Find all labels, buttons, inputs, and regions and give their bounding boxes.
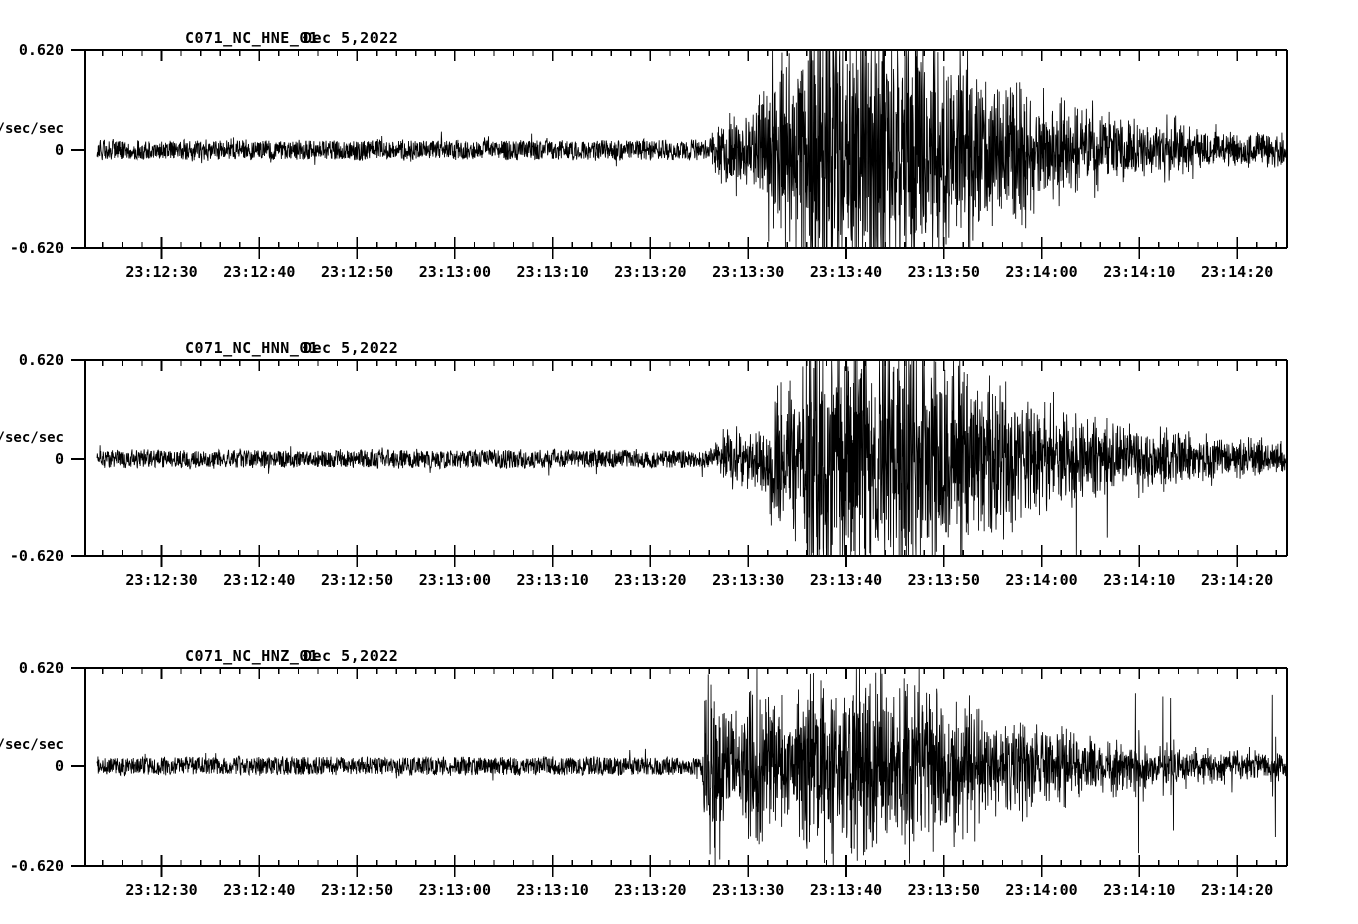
y-axis-unit-label: cm/sec/sec bbox=[0, 430, 64, 446]
y-tick-label: 0 bbox=[55, 450, 64, 468]
x-tick-label: 23:13:10 bbox=[517, 571, 589, 589]
x-tick-label: 23:13:30 bbox=[712, 571, 784, 589]
y-axis-ticks: 0.620 0 -0.620 cm/sec/sec bbox=[0, 659, 85, 875]
axis-frame bbox=[84, 49, 1288, 249]
panel-date-hne: Dec 5,2022 bbox=[303, 29, 398, 47]
x-tick-label: 23:13:00 bbox=[419, 571, 491, 589]
x-tick-label: 23:14:00 bbox=[1005, 881, 1077, 899]
x-tick-label: 23:12:50 bbox=[321, 263, 393, 281]
minor-ticks bbox=[102, 668, 1277, 866]
x-tick-label: 23:13:10 bbox=[517, 263, 589, 281]
x-tick-label: 23:13:50 bbox=[908, 263, 980, 281]
y-tick-label: 0 bbox=[55, 141, 64, 159]
x-tick-label: 23:13:00 bbox=[419, 263, 491, 281]
x-tick-label: 23:13:40 bbox=[810, 881, 882, 899]
x-tick-label: 23:14:10 bbox=[1103, 571, 1175, 589]
panel-title-hne: C071_NC_HNE_01 bbox=[185, 29, 318, 47]
x-tick-label: 23:13:50 bbox=[908, 881, 980, 899]
y-axis-ticks: 0.620 0 -0.620 cm/sec/sec bbox=[0, 41, 85, 257]
seismogram-panel-hnz: 23:12:30 23:12:40 23:12:50 23:13:00 23:13:10… bbox=[0, 636, 1358, 908]
minor-ticks bbox=[102, 360, 1277, 556]
minor-ticks bbox=[102, 50, 1277, 248]
x-tick-label: 23:13:30 bbox=[712, 881, 784, 899]
x-tick-label: 23:13:10 bbox=[517, 881, 589, 899]
panel-date-hnz: Dec 5,2022 bbox=[303, 647, 398, 665]
x-tick-label: 23:12:30 bbox=[125, 571, 197, 589]
seismogram-panel-hnn: 23:12:30 23:12:40 23:12:50 23:13:00 23:13:10… bbox=[0, 328, 1358, 598]
seismogram-panel-hne: 23:12:30 23:12:40 23:12:50 23:13:00 23:13:10… bbox=[0, 18, 1358, 290]
x-tick-label: 23:13:50 bbox=[908, 571, 980, 589]
x-tick-label: 23:14:20 bbox=[1201, 263, 1273, 281]
major-ticks: 23:12:30 23:12:40 23:12:50 23:13:00 23:13:10… bbox=[125, 50, 1273, 281]
y-tick-label: 0.620 bbox=[19, 351, 64, 369]
y-tick-label: -0.620 bbox=[10, 239, 64, 257]
y-axis-unit-label: cm/sec/sec bbox=[0, 737, 64, 753]
x-tick-label: 23:12:30 bbox=[125, 881, 197, 899]
y-tick-label: 0.620 bbox=[19, 659, 64, 677]
y-tick-label: 0.620 bbox=[19, 41, 64, 59]
waveform-trace-hnz bbox=[96, 667, 1287, 867]
x-tick-label: 23:12:50 bbox=[321, 881, 393, 899]
x-tick-label: 23:13:30 bbox=[712, 263, 784, 281]
x-tick-label: 23:14:10 bbox=[1103, 881, 1175, 899]
y-tick-label: -0.620 bbox=[10, 857, 64, 875]
axis-frame bbox=[84, 667, 1288, 867]
x-tick-label: 23:12:40 bbox=[223, 571, 295, 589]
x-tick-label: 23:14:00 bbox=[1005, 571, 1077, 589]
x-tick-label: 23:13:20 bbox=[614, 263, 686, 281]
x-tick-label: 23:14:00 bbox=[1005, 263, 1077, 281]
y-tick-label: -0.620 bbox=[10, 547, 64, 565]
x-tick-label: 23:14:20 bbox=[1201, 881, 1273, 899]
y-tick-label: 0 bbox=[55, 757, 64, 775]
panel-date-hnn: Dec 5,2022 bbox=[303, 339, 398, 357]
waveform-trace-hne bbox=[96, 49, 1287, 249]
x-tick-label: 23:13:20 bbox=[614, 571, 686, 589]
panel-title-hnz: C071_NC_HNZ_01 bbox=[185, 647, 318, 665]
x-tick-label: 23:12:40 bbox=[223, 263, 295, 281]
waveform-trace-hnn bbox=[96, 359, 1287, 557]
panel-title-hnn: C071_NC_HNN_01 bbox=[185, 339, 318, 357]
x-tick-label: 23:12:40 bbox=[223, 881, 295, 899]
panel-canvas-hnn: 23:12:30 23:12:40 23:12:50 23:13:00 23:13:10… bbox=[0, 339, 1288, 589]
panel-canvas-hnz: 23:12:30 23:12:40 23:12:50 23:13:00 23:13:10… bbox=[0, 647, 1288, 899]
y-axis-ticks: 0.620 0 -0.620 cm/sec/sec bbox=[0, 351, 85, 565]
panel-canvas-hne: 23:12:30 23:12:40 23:12:50 23:13:00 23:13:10… bbox=[0, 29, 1288, 281]
x-tick-label: 23:14:10 bbox=[1103, 263, 1175, 281]
major-ticks: 23:12:30 23:12:40 23:12:50 23:13:00 23:13:10… bbox=[125, 668, 1273, 899]
major-ticks: 23:12:30 23:12:40 23:12:50 23:13:00 23:13:10… bbox=[125, 360, 1273, 589]
y-axis-unit-label: cm/sec/sec bbox=[0, 121, 64, 137]
axis-frame bbox=[84, 359, 1288, 557]
x-tick-label: 23:13:40 bbox=[810, 571, 882, 589]
x-tick-label: 23:12:30 bbox=[125, 263, 197, 281]
x-tick-label: 23:13:40 bbox=[810, 263, 882, 281]
x-tick-label: 23:14:20 bbox=[1201, 571, 1273, 589]
x-tick-label: 23:12:50 bbox=[321, 571, 393, 589]
x-tick-label: 23:13:00 bbox=[419, 881, 491, 899]
x-tick-label: 23:13:20 bbox=[614, 881, 686, 899]
